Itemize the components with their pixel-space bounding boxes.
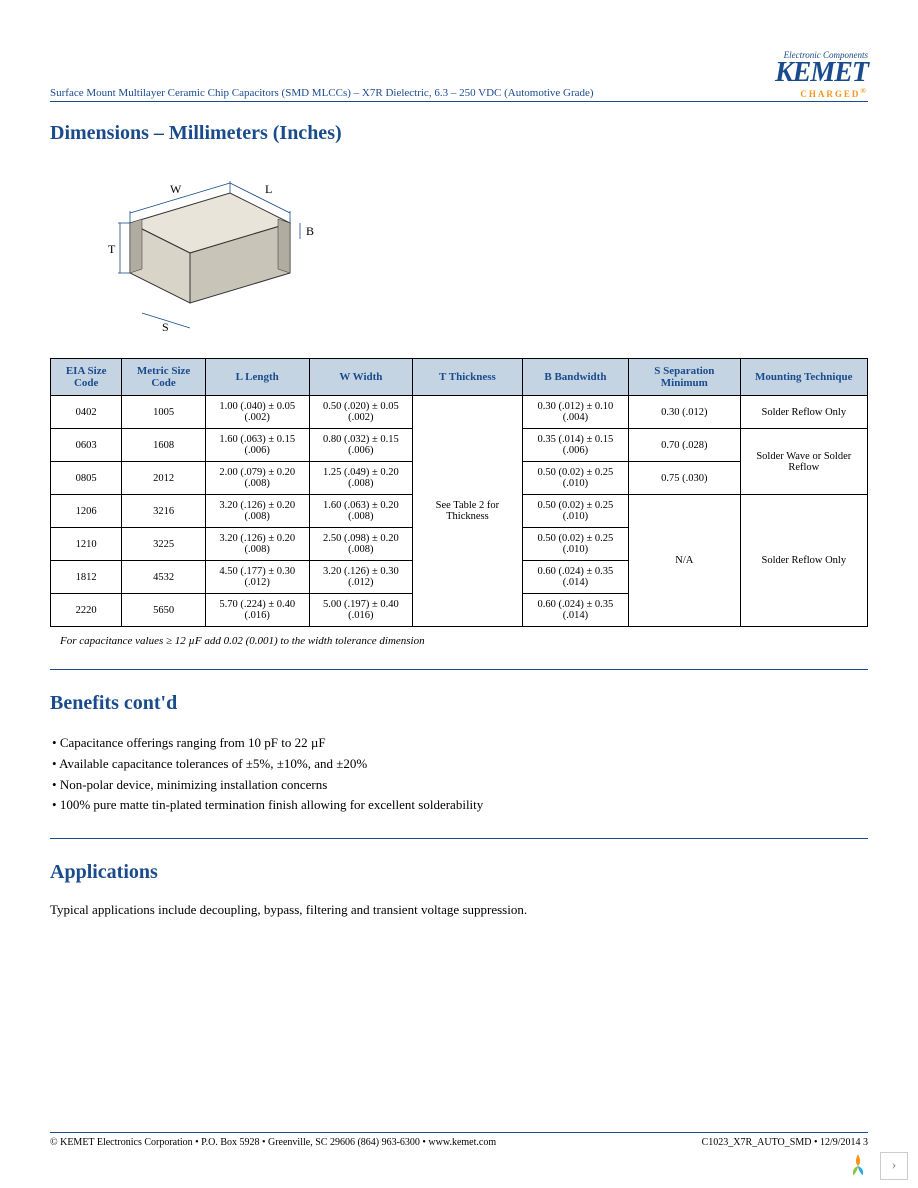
col-thickness: T Thickness bbox=[413, 359, 523, 396]
thickness-merged-cell: See Table 2 for Thickness bbox=[413, 396, 523, 627]
brand-logo: Electronic Components KEMET CHARGED® bbox=[775, 50, 868, 99]
col-mounting: Mounting Technique bbox=[740, 359, 867, 396]
dim-label-W: W bbox=[170, 182, 182, 196]
table-footnote: For capacitance values ≥ 12 µF add 0.02 … bbox=[60, 635, 868, 647]
table-header-row: EIA Size Code Metric Size Code L Length … bbox=[51, 359, 868, 396]
page-footer: © KEMET Electronics Corporation • P.O. B… bbox=[50, 1132, 868, 1148]
applications-heading: Applications bbox=[50, 861, 868, 884]
dimensions-heading: Dimensions – Millimeters (Inches) bbox=[50, 122, 868, 145]
dim-label-B: B bbox=[306, 224, 314, 238]
section-divider bbox=[50, 669, 868, 670]
footer-left: © KEMET Electronics Corporation • P.O. B… bbox=[50, 1137, 496, 1148]
dim-label-L: L bbox=[265, 182, 272, 196]
document-title: Surface Mount Multilayer Ceramic Chip Ca… bbox=[50, 87, 594, 99]
logo-text: KEMET bbox=[775, 57, 868, 88]
table-body: 0402 1005 1.00 (.040) ± 0.05 (.002) 0.50… bbox=[51, 396, 868, 627]
col-metric: Metric Size Code bbox=[122, 359, 205, 396]
capacitor-3d-icon: L W T B S bbox=[80, 163, 320, 333]
pager-logo-icon bbox=[844, 1152, 872, 1180]
dimensions-table: EIA Size Code Metric Size Code L Length … bbox=[50, 358, 868, 627]
col-separation: S Separation Minimum bbox=[629, 359, 741, 396]
benefits-list: Capacitance offerings ranging from 10 pF… bbox=[50, 733, 868, 816]
col-length: L Length bbox=[205, 359, 309, 396]
table-row: 0402 1005 1.00 (.040) ± 0.05 (.002) 0.50… bbox=[51, 396, 868, 429]
chevron-right-icon: › bbox=[892, 1158, 897, 1174]
page: Surface Mount Multilayer Ceramic Chip Ca… bbox=[0, 0, 918, 1188]
component-diagram: L W T B S bbox=[80, 163, 868, 338]
page-header: Surface Mount Multilayer Ceramic Chip Ca… bbox=[50, 50, 868, 102]
col-bandwidth: B Bandwidth bbox=[522, 359, 628, 396]
dim-label-T: T bbox=[108, 242, 116, 256]
next-page-button[interactable]: › bbox=[880, 1152, 908, 1180]
section-divider bbox=[50, 838, 868, 839]
list-item: Available capacitance tolerances of ±5%,… bbox=[52, 754, 868, 775]
benefits-heading: Benefits cont'd bbox=[50, 692, 868, 715]
list-item: Non-polar device, minimizing installatio… bbox=[52, 775, 868, 796]
applications-text: Typical applications include decoupling,… bbox=[50, 902, 868, 918]
dim-label-S: S bbox=[162, 320, 169, 333]
list-item: Capacitance offerings ranging from 10 pF… bbox=[52, 733, 868, 754]
pager: › bbox=[844, 1152, 908, 1180]
col-width: W Width bbox=[309, 359, 412, 396]
footer-right: C1023_X7R_AUTO_SMD • 12/9/2014 3 bbox=[702, 1137, 868, 1148]
col-eia: EIA Size Code bbox=[51, 359, 122, 396]
list-item: 100% pure matte tin-plated termination f… bbox=[52, 795, 868, 816]
